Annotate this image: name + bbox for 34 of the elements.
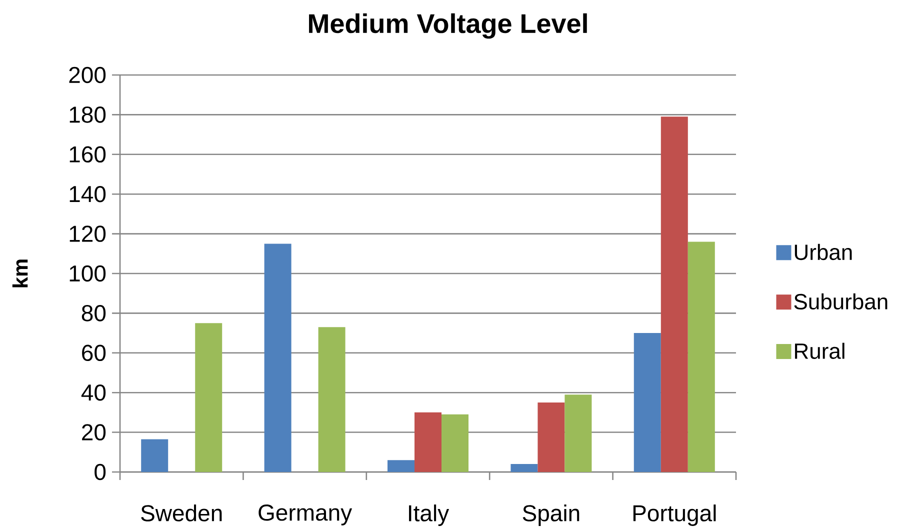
bar (634, 333, 661, 472)
y-tick-label: 80 (82, 305, 106, 322)
bar (660, 116, 688, 472)
bar (141, 439, 168, 472)
bar (510, 464, 538, 472)
y-tick-label: 0 (94, 464, 106, 480)
x-tick-label: Italy (409, 504, 450, 526)
y-tick-label: 180 (70, 106, 106, 123)
bar (688, 242, 715, 472)
y-tick-label: 100 (70, 265, 106, 282)
y-axis-title: km (12, 260, 28, 288)
y-tick-label: 60 (82, 344, 106, 362)
y-tick-label: 160 (70, 146, 106, 163)
bar (195, 323, 222, 472)
y-tick-label: 120 (70, 226, 106, 242)
x-tick-label: Portugal (633, 504, 716, 526)
bar (564, 394, 592, 472)
legend-label: Urban (794, 244, 852, 260)
bar (538, 402, 565, 472)
y-tick-label: 20 (82, 424, 106, 440)
legend-label: Suburban (794, 293, 888, 310)
x-tick-label: Spain (522, 504, 580, 526)
legend-label: Rural (795, 342, 844, 359)
chart-title: Medium Voltage Level (309, 13, 587, 39)
bar (318, 327, 346, 472)
bar (442, 414, 469, 472)
y-tick-label: 40 (81, 384, 106, 401)
x-tick-label: Germany (258, 504, 352, 526)
bar (388, 460, 414, 472)
x-tick-label: Sweden (141, 504, 222, 522)
y-tick-label: 140 (70, 186, 106, 202)
bar (264, 244, 292, 472)
y-tick-label: 200 (69, 66, 106, 84)
bar (414, 412, 442, 472)
